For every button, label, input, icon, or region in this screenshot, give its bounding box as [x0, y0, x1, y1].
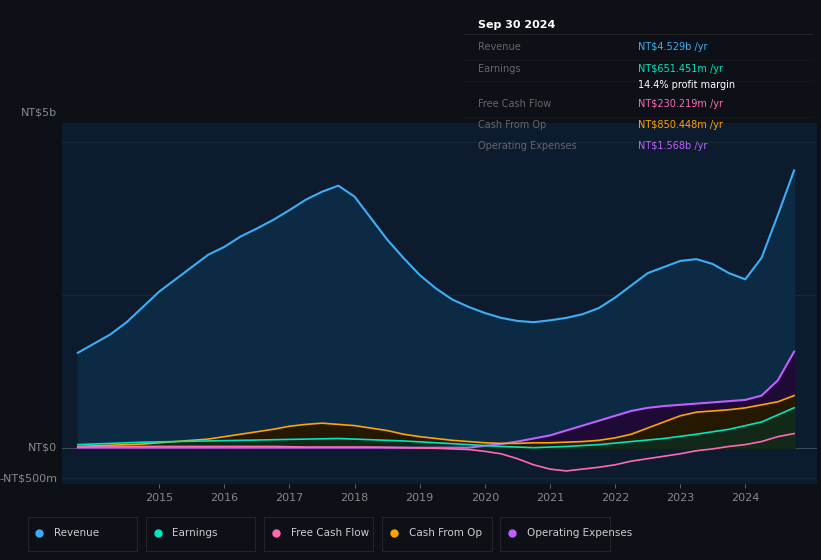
Text: 14.4% profit margin: 14.4% profit margin: [639, 80, 736, 90]
FancyBboxPatch shape: [383, 516, 492, 551]
Text: NT$4.529b /yr: NT$4.529b /yr: [639, 42, 708, 52]
Text: NT$1.568b /yr: NT$1.568b /yr: [639, 141, 708, 151]
Text: NT$230.219m /yr: NT$230.219m /yr: [639, 99, 723, 109]
Text: Operating Expenses: Operating Expenses: [478, 141, 576, 151]
Text: Revenue: Revenue: [54, 529, 99, 538]
FancyBboxPatch shape: [501, 516, 610, 551]
FancyBboxPatch shape: [264, 516, 374, 551]
FancyBboxPatch shape: [146, 516, 255, 551]
Text: Earnings: Earnings: [172, 529, 218, 538]
Text: NT$850.448m /yr: NT$850.448m /yr: [639, 120, 723, 130]
Text: Cash From Op: Cash From Op: [478, 120, 546, 130]
Text: Revenue: Revenue: [478, 42, 521, 52]
Text: Sep 30 2024: Sep 30 2024: [478, 21, 555, 30]
Text: Operating Expenses: Operating Expenses: [527, 529, 632, 538]
Text: NT$5b: NT$5b: [21, 108, 57, 118]
Text: Earnings: Earnings: [478, 64, 521, 73]
Text: Free Cash Flow: Free Cash Flow: [478, 99, 551, 109]
Text: -NT$500m: -NT$500m: [0, 473, 57, 483]
FancyBboxPatch shape: [28, 516, 137, 551]
Text: NT$651.451m /yr: NT$651.451m /yr: [639, 64, 723, 73]
Text: NT$0: NT$0: [29, 442, 57, 452]
Text: Free Cash Flow: Free Cash Flow: [291, 529, 369, 538]
Text: Cash From Op: Cash From Op: [409, 529, 482, 538]
